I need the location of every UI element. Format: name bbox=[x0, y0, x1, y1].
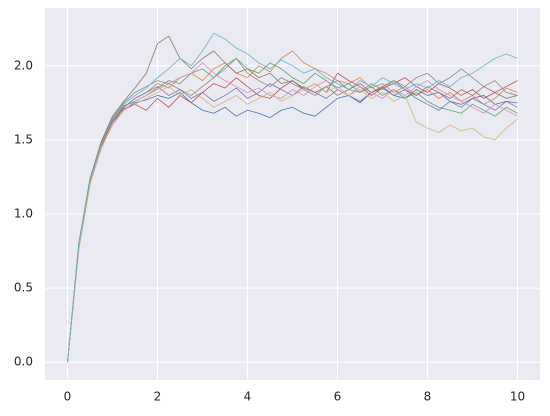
y-tick-label: 0.0 bbox=[14, 355, 33, 369]
line-series bbox=[67, 32, 518, 363]
x-tick-label: 8 bbox=[424, 390, 432, 404]
x-tick-label: 0 bbox=[64, 390, 72, 404]
line-series bbox=[67, 57, 518, 363]
line-series bbox=[67, 35, 518, 363]
line-series bbox=[67, 83, 518, 363]
plot-area bbox=[45, 8, 540, 380]
y-tick-label: 1.0 bbox=[14, 207, 33, 221]
y-tick-label: 0.5 bbox=[14, 281, 33, 295]
x-tick-label: 4 bbox=[244, 390, 252, 404]
x-tick-label: 2 bbox=[154, 390, 162, 404]
line-series bbox=[67, 62, 518, 363]
y-tick-label: 2.0 bbox=[14, 58, 33, 72]
y-tick-label: 1.5 bbox=[14, 132, 33, 146]
x-tick-label: 6 bbox=[334, 390, 342, 404]
line-series bbox=[67, 87, 518, 363]
x-tick-label: 10 bbox=[510, 390, 525, 404]
